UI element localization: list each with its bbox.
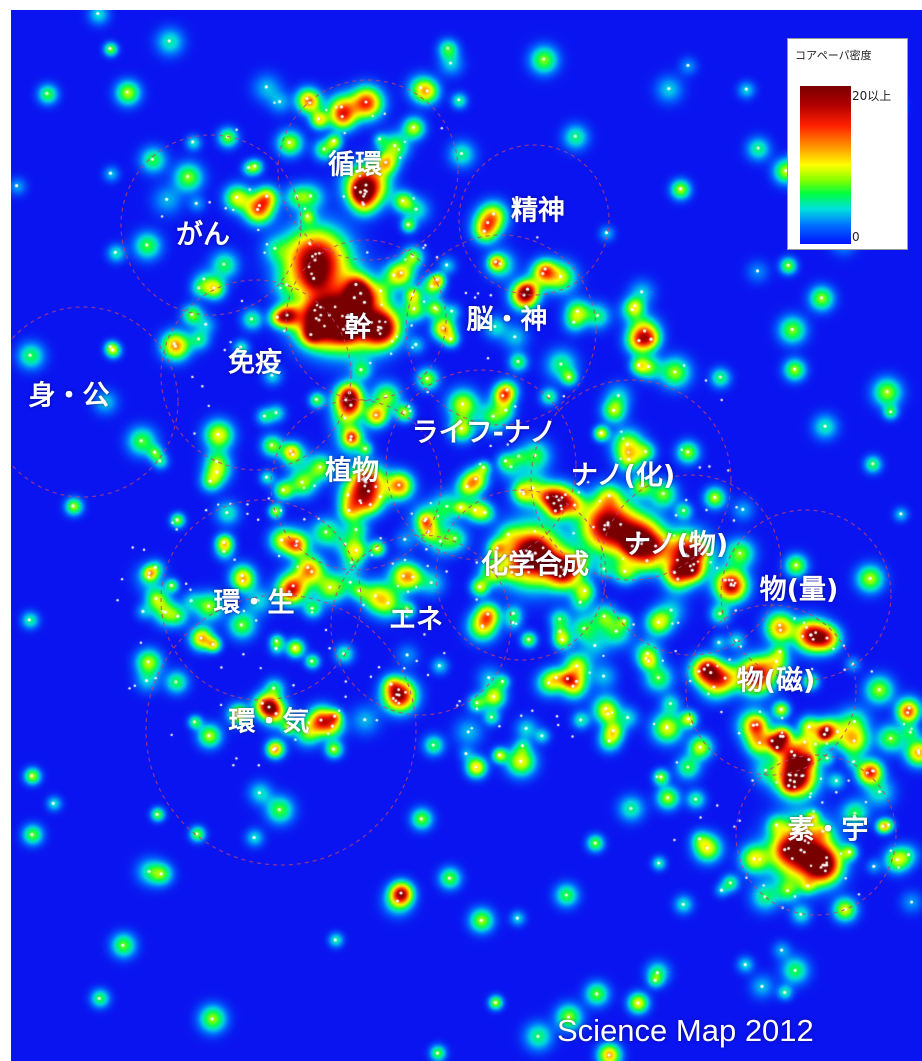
region-circle bbox=[458, 144, 610, 296]
region-label-butsu-ji: 物(磁) bbox=[736, 665, 816, 697]
region-circle bbox=[160, 499, 362, 701]
region-circle bbox=[145, 594, 417, 866]
density-heatmap bbox=[11, 10, 922, 1061]
legend-max-label: 20以上 bbox=[852, 89, 892, 103]
region-label-kan-ki: 環・気 bbox=[228, 706, 310, 738]
region-label-junkan: 循環 bbox=[328, 149, 382, 181]
region-label-shin-kou: 身・公 bbox=[28, 380, 110, 412]
region-label-nano-ka: ナノ(化) bbox=[570, 460, 676, 492]
legend-min-label: 0 bbox=[852, 230, 860, 244]
region-circle bbox=[685, 604, 857, 776]
region-label-seishin: 精神 bbox=[511, 195, 565, 227]
region-label-meneki: 免疫 bbox=[228, 347, 282, 379]
region-circle bbox=[120, 134, 302, 316]
region-circle bbox=[160, 279, 352, 471]
region-circle bbox=[285, 239, 447, 401]
region-label-nano-butsu: ナノ(物) bbox=[623, 529, 729, 561]
region-circle bbox=[277, 79, 459, 261]
legend-title: コアペーパ密度 bbox=[795, 49, 872, 62]
region-circle bbox=[720, 509, 892, 681]
region-label-gan: がん bbox=[176, 219, 230, 251]
density-legend: コアペーパ密度 20以上 0 bbox=[787, 38, 908, 250]
region-circle bbox=[735, 754, 897, 916]
region-label-ene: エネ bbox=[389, 604, 443, 636]
region-circle bbox=[11, 306, 179, 498]
region-circle bbox=[330, 534, 512, 716]
region-label-kan-sei: 環・生 bbox=[213, 587, 295, 619]
region-label-butsu-ryou: 物(量) bbox=[759, 574, 839, 606]
region-circle bbox=[385, 369, 577, 561]
region-label-kan: 幹 bbox=[344, 312, 372, 344]
region-label-kagaku-gousei: 化学合成 bbox=[481, 549, 589, 581]
region-label-nou-shin: 脳・神 bbox=[466, 304, 548, 336]
region-boundaries bbox=[11, 79, 897, 916]
region-label-so-u: 素・宇 bbox=[787, 814, 869, 846]
region-circle bbox=[600, 474, 782, 656]
region-circle bbox=[530, 379, 732, 581]
region-circle bbox=[405, 234, 597, 426]
legend-color-scale bbox=[800, 86, 851, 244]
map-watermark: Science Map 2012 bbox=[557, 1013, 814, 1048]
science-map: 循環 精神 がん 脳・神 幹 免疫 身・公 ライフ-ナノ ナノ(化) 植物 化学… bbox=[11, 10, 922, 1061]
region-label-shokubutsu: 植物 bbox=[325, 455, 379, 487]
region-circle bbox=[435, 489, 607, 661]
region-circle bbox=[270, 399, 442, 571]
region-label-life-nano: ライフ-ナノ bbox=[411, 417, 557, 449]
